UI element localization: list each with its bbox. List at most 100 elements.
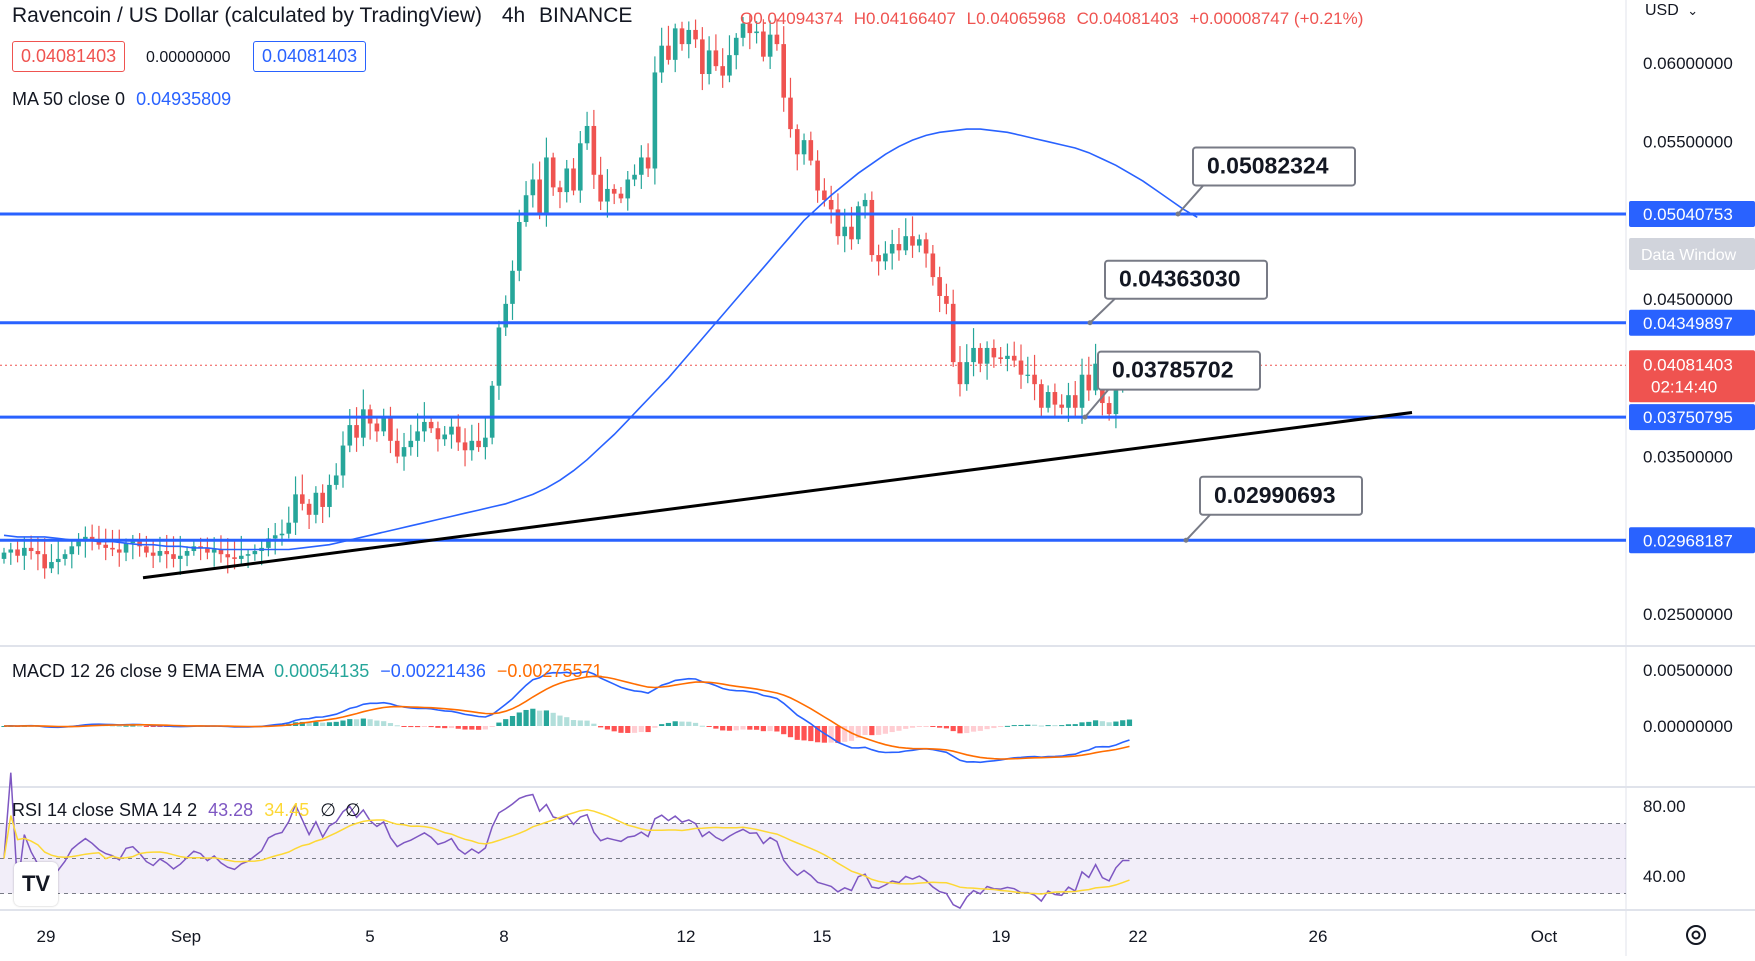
candle-body — [327, 484, 332, 507]
callout-price-label: 0.02990693 — [1214, 482, 1336, 508]
macd-histogram-bar — [937, 726, 943, 728]
macd-histogram-bar — [313, 722, 319, 726]
candle-body — [747, 23, 753, 34]
macd-histogram-bar — [794, 726, 800, 740]
level-axis-tag — [1629, 404, 1755, 431]
macd-histogram-bar — [699, 725, 705, 727]
candle-body — [530, 179, 536, 196]
macd-histogram-bar — [916, 726, 922, 727]
macd-histogram-bar — [299, 721, 305, 726]
candle-body — [544, 157, 549, 213]
candle-body — [523, 195, 529, 223]
macd-histogram-bar — [1106, 722, 1112, 726]
sell-price-box[interactable]: 0.04081403 — [12, 41, 126, 72]
macd-histogram-bar — [1059, 725, 1065, 727]
settings-gear-icon[interactable] — [1686, 925, 1706, 945]
candle-body — [910, 236, 915, 246]
callout-pointer — [1089, 295, 1118, 324]
candle-body — [1079, 374, 1085, 408]
chart-title-row: Ravencoin / US Dollar (calculated by Tra… — [12, 4, 632, 28]
candle-body — [578, 143, 583, 191]
level-axis-tag — [1629, 201, 1755, 228]
candle-body — [645, 157, 651, 169]
time-axis-tick: 12 — [677, 927, 696, 946]
macd-histogram-bar — [333, 721, 339, 726]
macd-histogram-bar — [1079, 722, 1085, 726]
macd-histogram-bar — [1086, 721, 1092, 726]
macd-histogram-bar — [435, 726, 441, 728]
macd-histogram-bar — [692, 722, 699, 726]
macd-histogram-bar — [157, 726, 163, 727]
candle-body — [591, 125, 597, 175]
macd-line — [3, 670, 1130, 764]
candle-body — [205, 547, 210, 553]
candle-body — [781, 44, 786, 98]
candle-body — [984, 347, 990, 364]
symbol-title[interactable]: Ravencoin / US Dollar (calculated by Tra… — [12, 4, 482, 27]
rsi-extra-1: ∅ — [320, 800, 336, 820]
macd-histogram-bar — [381, 721, 387, 726]
currency-menu[interactable]: USD ⌄ — [1645, 2, 1698, 20]
macd-histogram-bar — [774, 726, 780, 732]
macd-histogram-bar — [537, 710, 543, 726]
candle-body — [272, 535, 278, 539]
macd-histogram-bar — [808, 726, 814, 742]
chevron-down-icon: ⌄ — [1687, 3, 1699, 18]
macd-histogram-bar — [1092, 720, 1099, 726]
callout-anchor — [1082, 414, 1088, 420]
price-axis-tick: 0.04500000 — [1643, 290, 1733, 309]
macd-histogram-bar — [733, 726, 739, 731]
candle-body — [998, 357, 1003, 359]
candle-body — [42, 554, 47, 569]
tradingview-logo[interactable]: TV — [14, 862, 58, 906]
macd-histogram-bar — [360, 718, 366, 726]
candle-body — [333, 475, 339, 485]
macd-histogram-bar — [1004, 725, 1011, 727]
candle-body — [584, 125, 590, 144]
macd-legend[interactable]: MACD 12 26 close 9 EMA EMA 0.00054135 −0… — [12, 661, 602, 682]
candle-body — [293, 494, 298, 523]
macd-histogram-bar — [1099, 721, 1105, 726]
candle-body — [340, 445, 346, 476]
macd-histogram-bar — [137, 725, 143, 727]
candle-body — [401, 447, 407, 457]
macd-histogram-bar — [109, 725, 116, 727]
macd-histogram-bar — [855, 726, 861, 738]
macd-histogram-bar — [482, 726, 488, 730]
rsi-extra-2: ∅ — [344, 800, 361, 820]
time-axis-tick: 8 — [499, 927, 508, 946]
macd-histogram-bar — [421, 726, 427, 727]
time-axis-tick: 5 — [365, 927, 374, 946]
buy-price-box[interactable]: 0.04081403 — [253, 41, 367, 72]
macd-histogram-bar — [414, 726, 421, 728]
macd-histogram-bar — [591, 723, 597, 726]
candle-body — [22, 547, 27, 556]
rsi-legend[interactable]: RSI 14 close SMA 14 2 43.28 34.45 ∅ ∅ — [12, 800, 361, 821]
macd-histogram-bar — [1038, 725, 1044, 727]
macd-histogram-bar — [543, 710, 549, 726]
time-axis-tick: 19 — [992, 927, 1011, 946]
interval-label[interactable]: 4h — [501, 4, 526, 27]
candle-body — [794, 129, 800, 155]
callout-anchor — [1175, 211, 1181, 217]
ma-legend[interactable]: MA 50 close 0 0.04935809 — [12, 89, 231, 110]
candle-body — [598, 174, 603, 202]
price-axis-tick: 0.05500000 — [1643, 133, 1733, 152]
time-axis-tick: 26 — [1309, 927, 1328, 946]
candle-body — [978, 347, 983, 364]
time-axis-tick: 15 — [813, 927, 832, 946]
macd-histogram-bar — [957, 726, 963, 734]
candle-body — [177, 555, 183, 559]
price-axis-tick: 0.02500000 — [1643, 605, 1733, 624]
ohlc-legend: O0.04094374 H0.04166407 L0.04065968 C0.0… — [740, 9, 1363, 29]
candle-body — [8, 549, 14, 553]
macd-histogram-bar — [1031, 724, 1038, 726]
macd-histogram-bar — [835, 726, 841, 743]
callout-pointer — [1185, 512, 1213, 541]
candle-body — [815, 160, 820, 191]
macd-histogram-bar — [130, 725, 136, 727]
ma50-line — [3, 128, 1198, 551]
spread-value: 0.00000000 — [146, 49, 231, 66]
